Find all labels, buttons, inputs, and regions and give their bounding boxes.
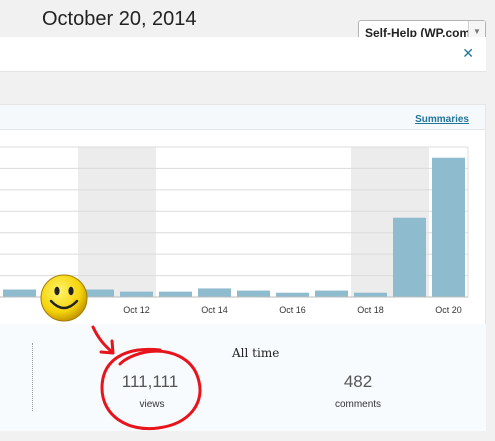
views-bar-chart: Oct 12 Oct 14 Oct 16 Oct 18 Oct 20	[0, 146, 469, 315]
x-tick-label: Oct 18	[357, 305, 384, 315]
stats-divider	[32, 343, 33, 411]
views-label: views	[139, 399, 165, 410]
bar-oct-12[interactable]	[120, 291, 153, 297]
bar-oct-16[interactable]	[276, 292, 309, 297]
smiley-face-icon	[40, 274, 88, 322]
notice-bar: ✕	[0, 37, 486, 72]
weekend-band	[351, 147, 390, 297]
bar-oct-18[interactable]	[354, 292, 387, 297]
bar-oct-20[interactable]	[432, 157, 465, 297]
close-icon[interactable]: ✕	[462, 45, 474, 61]
bar-oct-17[interactable]	[315, 290, 348, 297]
summaries-link[interactable]: Summaries	[415, 114, 469, 125]
stats-summary-area	[0, 324, 486, 431]
site-selector-value: Self-Help (WP.com)	[365, 26, 475, 40]
comments-label: comments	[334, 399, 382, 410]
x-tick-label: Oct 16	[279, 305, 306, 315]
bar-oct-19[interactable]	[393, 217, 426, 297]
panel-header: Summaries	[0, 105, 485, 130]
comments-count: 482	[343, 372, 373, 391]
x-tick-label: Oct 20	[435, 305, 462, 315]
bar-oct-15[interactable]	[237, 290, 270, 297]
bar-oct-13[interactable]	[159, 291, 192, 297]
views-count: 111,111	[121, 372, 179, 391]
x-tick-label: Oct 12	[123, 305, 150, 315]
weekend-band	[78, 147, 117, 297]
bar-oct-9[interactable]	[3, 289, 36, 298]
bar-oct-11[interactable]	[81, 289, 114, 298]
bar-oct-14[interactable]	[198, 288, 231, 297]
x-tick-label: Oct 14	[201, 305, 228, 315]
weekend-band	[117, 147, 156, 297]
page-title: October 20, 2014	[42, 8, 197, 30]
all-time-heading: All time	[232, 346, 280, 360]
